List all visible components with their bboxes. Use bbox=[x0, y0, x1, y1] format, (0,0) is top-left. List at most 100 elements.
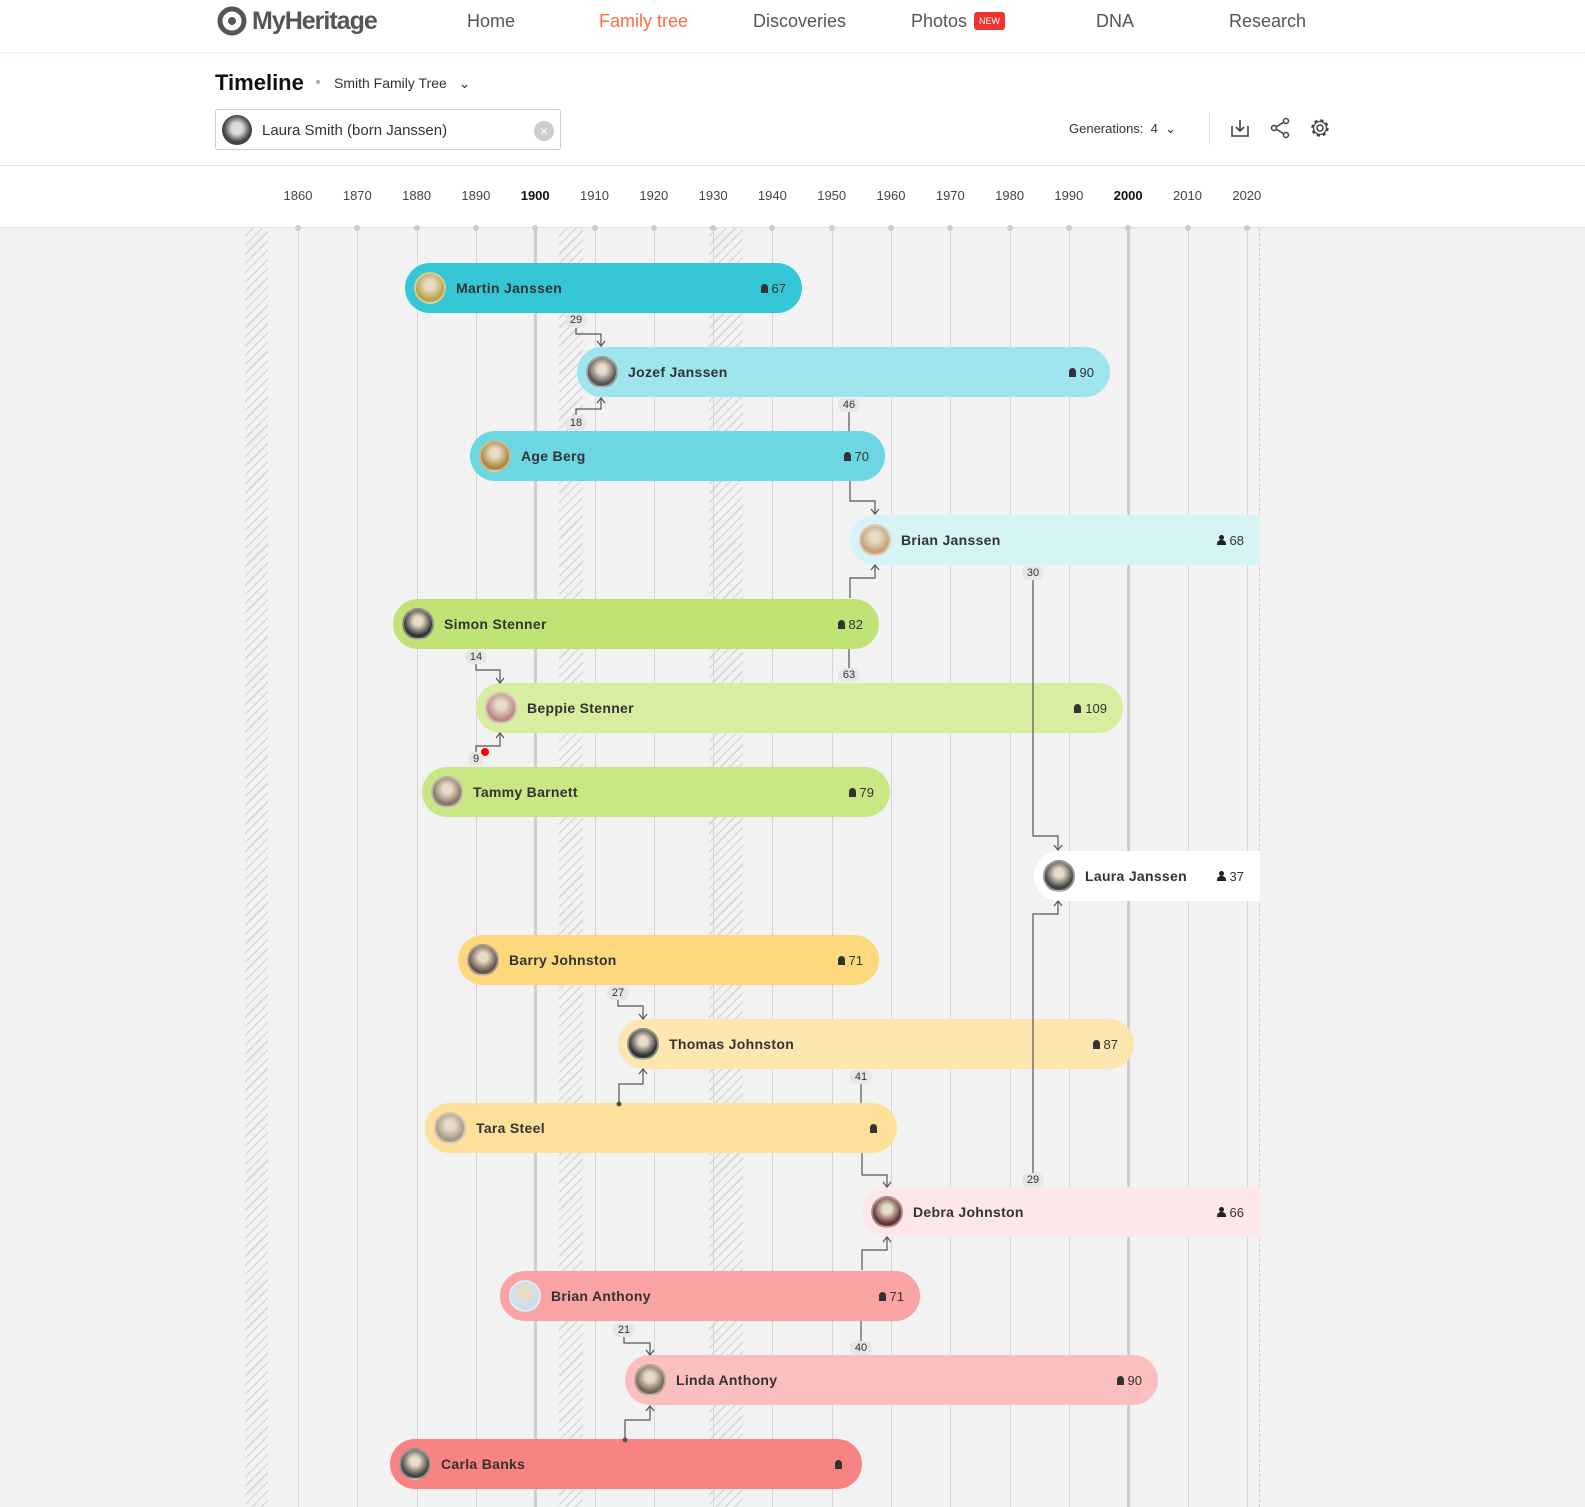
age-value: 71 bbox=[848, 952, 863, 968]
person-bar[interactable]: Debra Johnston 66 bbox=[862, 1187, 1260, 1237]
nav-research[interactable]: Research bbox=[1229, 11, 1307, 31]
top-navigation: MyHeritage Home Family tree Discoveries … bbox=[0, 0, 1585, 53]
gridline bbox=[831, 228, 833, 1507]
gridline bbox=[534, 228, 538, 1507]
nav-discoveries[interactable]: Discoveries bbox=[753, 11, 847, 31]
person-bar[interactable]: Barry Johnston 71 bbox=[458, 935, 879, 985]
person-bar[interactable]: Tara Steel bbox=[425, 1103, 897, 1153]
tombstone-icon bbox=[837, 955, 845, 965]
myheritage-logo[interactable]: MyHeritage bbox=[214, 6, 378, 36]
person-age bbox=[870, 1123, 881, 1133]
year-tick bbox=[888, 225, 894, 231]
person-search-field[interactable]: Laura Smith (born Janssen) × bbox=[215, 109, 561, 150]
person-bar[interactable]: Laura Janssen 37 bbox=[1034, 851, 1260, 901]
chevron-down-icon: ⌄ bbox=[1165, 121, 1177, 136]
connector-line bbox=[575, 328, 602, 346]
settings-icon[interactable] bbox=[1309, 117, 1331, 139]
year-label: 1930 bbox=[698, 188, 728, 203]
person-name: Thomas Johnston bbox=[669, 1036, 795, 1052]
person-bar[interactable]: Brian Janssen 68 bbox=[850, 515, 1260, 565]
person-name: Brian Anthony bbox=[551, 1288, 651, 1304]
age-value: 37 bbox=[1229, 868, 1244, 884]
connector-dot bbox=[622, 1437, 628, 1443]
download-icon[interactable] bbox=[1229, 117, 1251, 139]
age-value: 71 bbox=[889, 1288, 904, 1304]
person-age: 68 bbox=[1216, 533, 1244, 548]
logo-icon bbox=[217, 6, 247, 36]
year-tick bbox=[532, 225, 539, 231]
person-bar[interactable]: Carla Banks bbox=[390, 1439, 862, 1489]
tombstone-icon bbox=[760, 283, 768, 293]
nav-family-tree[interactable]: Family tree bbox=[599, 11, 689, 31]
gridline bbox=[416, 228, 418, 1507]
person-bar[interactable]: Age Berg 70 bbox=[470, 431, 885, 481]
year-label: 1900 bbox=[520, 188, 550, 203]
generations-selector[interactable]: Generations: 4 ⌄ bbox=[1069, 121, 1176, 137]
clear-icon[interactable]: × bbox=[534, 121, 554, 141]
arrow-icon bbox=[596, 340, 606, 347]
year-label: 1880 bbox=[402, 188, 432, 203]
connector-line bbox=[861, 1153, 888, 1187]
age-value: 90 bbox=[1127, 1372, 1142, 1388]
connector-line bbox=[624, 1406, 651, 1440]
nav-dna[interactable]: DNA bbox=[1096, 11, 1135, 31]
person-name: Brian Janssen bbox=[901, 532, 1001, 548]
year-label: 1990 bbox=[1054, 188, 1084, 203]
arrow-icon bbox=[495, 732, 505, 739]
person-bar[interactable]: Thomas Johnston 87 bbox=[618, 1019, 1134, 1069]
toolbar-divider bbox=[1209, 113, 1210, 145]
person-name: Carla Banks bbox=[441, 1456, 526, 1472]
person-age: 79 bbox=[848, 785, 874, 800]
person-name: Tara Steel bbox=[476, 1120, 545, 1136]
person-bar[interactable]: Martin Janssen 67 bbox=[405, 263, 802, 313]
person-search-value[interactable]: Laura Smith (born Janssen) bbox=[262, 122, 448, 139]
nav-home[interactable]: Home bbox=[467, 11, 516, 31]
age-gap-label: 18 bbox=[564, 416, 588, 430]
person-age: 70 bbox=[843, 449, 869, 464]
year-label: 1970 bbox=[935, 188, 965, 203]
person-age: 87 bbox=[1092, 1037, 1118, 1052]
arrow-icon bbox=[638, 1013, 648, 1020]
generations-label: Generations: bbox=[1069, 121, 1144, 136]
year-label: 2000 bbox=[1113, 188, 1143, 203]
connector-line bbox=[575, 398, 602, 415]
nav-photos[interactable]: Photos bbox=[911, 11, 968, 31]
age-gap-label: 40 bbox=[849, 1341, 873, 1355]
person-name: Simon Stenner bbox=[444, 616, 547, 632]
arrow-icon bbox=[645, 1349, 655, 1356]
age-gap-label: 14 bbox=[464, 650, 488, 664]
connector-dot bbox=[616, 1101, 622, 1107]
year-tick bbox=[1006, 225, 1013, 231]
gridline bbox=[1009, 228, 1011, 1507]
gridline bbox=[298, 228, 299, 1507]
year-tick bbox=[947, 225, 954, 231]
year-label: 2020 bbox=[1232, 188, 1262, 203]
age-gap-label: 29 bbox=[564, 313, 588, 327]
share-icon[interactable] bbox=[1269, 117, 1291, 139]
person-age: 90 bbox=[1068, 365, 1094, 380]
person-avatar bbox=[479, 440, 511, 472]
year-label: 1940 bbox=[757, 188, 787, 203]
person-bar[interactable]: Tammy Barnett 79 bbox=[422, 767, 890, 817]
person-age: 109 bbox=[1074, 701, 1107, 716]
arrow-icon bbox=[882, 1181, 892, 1188]
person-avatar bbox=[402, 608, 434, 640]
year-label: 1870 bbox=[342, 188, 372, 203]
connector-line bbox=[618, 1069, 644, 1104]
person-avatar bbox=[414, 272, 446, 304]
tombstone-icon bbox=[1068, 367, 1076, 377]
person-age: 90 bbox=[1116, 1372, 1142, 1388]
person-bar[interactable]: Beppie Stenner 109 bbox=[476, 683, 1123, 733]
living-icon bbox=[1216, 535, 1226, 545]
arrow-icon bbox=[882, 1236, 892, 1243]
person-bar[interactable]: Linda Anthony 90 bbox=[625, 1355, 1158, 1405]
person-bar[interactable]: Jozef Janssen 90 bbox=[577, 347, 1110, 397]
age-gap-label: 63 bbox=[837, 668, 861, 682]
person-age: 71 bbox=[878, 1288, 904, 1304]
person-avatar bbox=[627, 1028, 659, 1060]
year-tick bbox=[650, 225, 657, 231]
tree-selector[interactable]: Smith Family Tree ⌄ bbox=[334, 75, 470, 92]
person-bar[interactable]: Simon Stenner 82 bbox=[393, 599, 879, 649]
connector-line bbox=[623, 1337, 651, 1355]
person-bar[interactable]: Brian Anthony 71 bbox=[500, 1271, 920, 1321]
